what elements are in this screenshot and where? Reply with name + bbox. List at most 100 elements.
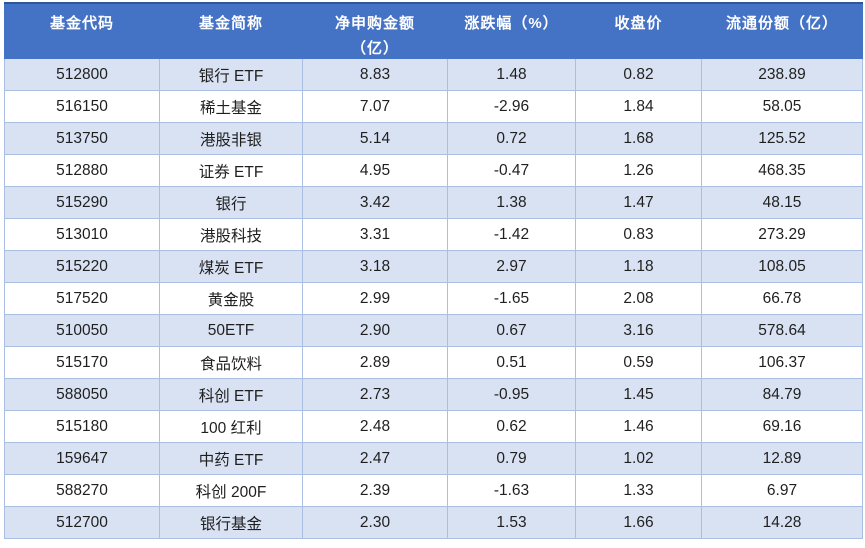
- cell-fund-code: 588270: [4, 474, 160, 507]
- cell-fund-code: 515290: [4, 186, 160, 219]
- table-row: 512880 证券 ETF 4.95 -0.47 1.26 468.35: [4, 154, 863, 187]
- cell-fund-name: 银行 ETF: [159, 58, 303, 91]
- cell-net-subscription: 2.73: [302, 378, 448, 411]
- cell-net-subscription: 8.83: [302, 58, 448, 91]
- cell-fund-name: 中药 ETF: [159, 442, 303, 475]
- fund-table: 基金代码 基金简称 净申购金额 （亿） 涨跌幅（%） 收盘价 流通份额（亿）: [4, 2, 863, 539]
- cell-fund-name: 100 红利: [159, 410, 303, 443]
- cell-change-pct: -1.42: [447, 218, 576, 251]
- col-header-label: 基金代码: [49, 15, 114, 32]
- cell-fund-code: 512700: [4, 506, 160, 539]
- cell-float-shares: 125.52: [701, 122, 863, 155]
- cell-close-price: 0.82: [575, 58, 702, 91]
- col-header-label: 基金简称: [198, 15, 263, 32]
- cell-float-shares: 84.79: [701, 378, 863, 411]
- table-row: 588270 科创 200F 2.39 -1.63 1.33 6.97: [4, 474, 863, 507]
- cell-fund-name: 科创 ETF: [159, 378, 303, 411]
- cell-fund-code: 515220: [4, 250, 160, 283]
- cell-close-price: 1.18: [575, 250, 702, 283]
- col-header-label: 涨跌幅（%）: [464, 15, 559, 32]
- col-header-label: 流通份额（亿）: [725, 15, 838, 32]
- cell-fund-code: 159647: [4, 442, 160, 475]
- cell-close-price: 1.47: [575, 186, 702, 219]
- cell-fund-code: 515170: [4, 346, 160, 379]
- cell-change-pct: 0.79: [447, 442, 576, 475]
- cell-fund-name: 科创 200F: [159, 474, 303, 507]
- cell-net-subscription: 2.90: [302, 314, 448, 347]
- table-row: 513010 港股科技 3.31 -1.42 0.83 273.29: [4, 218, 863, 251]
- table-row: 510050 50ETF 2.90 0.67 3.16 578.64: [4, 314, 863, 347]
- cell-float-shares: 14.28: [701, 506, 863, 539]
- table-row: 588050 科创 ETF 2.73 -0.95 1.45 84.79: [4, 378, 863, 411]
- cell-fund-code: 517520: [4, 282, 160, 315]
- cell-fund-name: 港股科技: [159, 218, 303, 251]
- cell-net-subscription: 3.31: [302, 218, 448, 251]
- cell-fund-name: 煤炭 ETF: [159, 250, 303, 283]
- table-row: 512800 银行 ETF 8.83 1.48 0.82 238.89: [4, 58, 863, 91]
- col-header-fund-code: 基金代码: [4, 2, 160, 59]
- cell-close-price: 1.26: [575, 154, 702, 187]
- cell-close-price: 2.08: [575, 282, 702, 315]
- table-row: 515290 银行 3.42 1.38 1.47 48.15: [4, 186, 863, 219]
- cell-fund-code: 588050: [4, 378, 160, 411]
- cell-fund-code: 512880: [4, 154, 160, 187]
- cell-change-pct: 0.67: [447, 314, 576, 347]
- cell-change-pct: 2.97: [447, 250, 576, 283]
- col-header-float-shares: 流通份额（亿）: [701, 2, 863, 59]
- cell-float-shares: 273.29: [701, 218, 863, 251]
- cell-change-pct: 1.48: [447, 58, 576, 91]
- cell-change-pct: -0.47: [447, 154, 576, 187]
- cell-close-price: 3.16: [575, 314, 702, 347]
- cell-close-price: 0.59: [575, 346, 702, 379]
- col-header-net-subscription: 净申购金额 （亿）: [302, 2, 448, 59]
- table-row: 512700 银行基金 2.30 1.53 1.66 14.28: [4, 506, 863, 539]
- cell-net-subscription: 2.30: [302, 506, 448, 539]
- cell-close-price: 1.33: [575, 474, 702, 507]
- col-header-label-line2: （亿）: [350, 40, 399, 57]
- cell-net-subscription: 2.47: [302, 442, 448, 475]
- cell-fund-name: 稀土基金: [159, 90, 303, 123]
- col-header-label: 净申购金额: [334, 15, 415, 32]
- table-row: 516150 稀土基金 7.07 -2.96 1.84 58.05: [4, 90, 863, 123]
- table-row: 517520 黄金股 2.99 -1.65 2.08 66.78: [4, 282, 863, 315]
- cell-close-price: 1.02: [575, 442, 702, 475]
- cell-float-shares: 6.97: [701, 474, 863, 507]
- cell-change-pct: -0.95: [447, 378, 576, 411]
- table-row: 159647 中药 ETF 2.47 0.79 1.02 12.89: [4, 442, 863, 475]
- col-header-close-price: 收盘价: [575, 2, 702, 59]
- header-row: 基金代码 基金简称 净申购金额 （亿） 涨跌幅（%） 收盘价 流通份额（亿）: [4, 2, 863, 59]
- cell-net-subscription: 5.14: [302, 122, 448, 155]
- cell-fund-name: 食品饮料: [159, 346, 303, 379]
- cell-change-pct: 0.51: [447, 346, 576, 379]
- table-row: 515180 100 红利 2.48 0.62 1.46 69.16: [4, 410, 863, 443]
- cell-float-shares: 468.35: [701, 154, 863, 187]
- col-header-label: 收盘价: [614, 15, 663, 32]
- cell-fund-code: 513750: [4, 122, 160, 155]
- cell-fund-name: 黄金股: [159, 282, 303, 315]
- cell-change-pct: 1.38: [447, 186, 576, 219]
- cell-fund-name: 50ETF: [159, 314, 303, 347]
- cell-net-subscription: 2.99: [302, 282, 448, 315]
- cell-float-shares: 238.89: [701, 58, 863, 91]
- cell-float-shares: 48.15: [701, 186, 863, 219]
- cell-fund-name: 证券 ETF: [159, 154, 303, 187]
- table-row: 515170 食品饮料 2.89 0.51 0.59 106.37: [4, 346, 863, 379]
- cell-close-price: 0.83: [575, 218, 702, 251]
- col-header-fund-name: 基金简称: [159, 2, 303, 59]
- cell-change-pct: 0.62: [447, 410, 576, 443]
- cell-fund-code: 515180: [4, 410, 160, 443]
- table-row: 513750 港股非银 5.14 0.72 1.68 125.52: [4, 122, 863, 155]
- cell-float-shares: 108.05: [701, 250, 863, 283]
- cell-close-price: 1.46: [575, 410, 702, 443]
- cell-fund-name: 银行: [159, 186, 303, 219]
- cell-close-price: 1.45: [575, 378, 702, 411]
- col-header-change-pct: 涨跌幅（%）: [447, 2, 576, 59]
- cell-net-subscription: 7.07: [302, 90, 448, 123]
- cell-change-pct: 0.72: [447, 122, 576, 155]
- cell-net-subscription: 3.42: [302, 186, 448, 219]
- cell-change-pct: -1.65: [447, 282, 576, 315]
- cell-fund-name: 港股非银: [159, 122, 303, 155]
- cell-net-subscription: 2.39: [302, 474, 448, 507]
- cell-net-subscription: 4.95: [302, 154, 448, 187]
